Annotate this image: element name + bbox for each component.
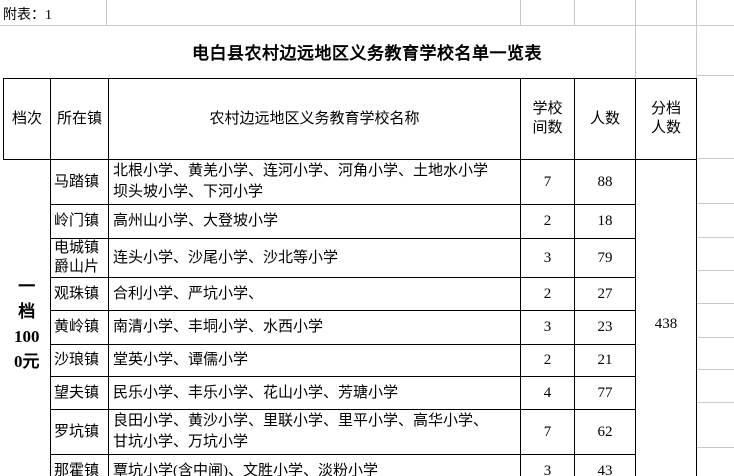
table-row: 观珠镇 合利小学、严坑小学、 2 27 bbox=[4, 277, 697, 311]
gridline bbox=[635, 0, 636, 76]
gridline bbox=[696, 369, 734, 370]
school-count-cell: 7 bbox=[520, 159, 575, 205]
town-cell: 观珠镇 bbox=[50, 277, 109, 311]
school-count-cell: 2 bbox=[520, 344, 575, 377]
header-school-count: 学校 间数 bbox=[520, 78, 575, 160]
schools-cell: 南清小学、丰垌小学、水西小学 bbox=[108, 310, 521, 345]
students-cell: 62 bbox=[574, 409, 636, 455]
school-count-cell: 3 bbox=[520, 454, 575, 476]
schools-cell: 民乐小学、丰乐小学、花山小学、芳瑭小学 bbox=[108, 376, 521, 410]
grade-group-cell: 一 档 100 0元 bbox=[3, 159, 51, 476]
header-grade: 档次 bbox=[3, 78, 51, 160]
gridline bbox=[696, 270, 734, 271]
gridline bbox=[696, 0, 697, 78]
town-cell: 黄岭镇 bbox=[50, 310, 109, 345]
school-count-cell: 4 bbox=[520, 376, 575, 410]
town-cell: 望夫镇 bbox=[50, 376, 109, 410]
table-row: 那霍镇 覃坑小学(含中闸)、文胜小学、淡粉小学 3 43 bbox=[4, 454, 697, 476]
header-town: 所在镇 bbox=[50, 78, 109, 160]
gridline bbox=[520, 0, 521, 25]
gridline bbox=[696, 402, 734, 403]
table-row: 黄岭镇 南清小学、丰垌小学、水西小学 3 23 bbox=[4, 310, 697, 345]
town-cell: 那霍镇 bbox=[50, 454, 109, 476]
gridline bbox=[696, 303, 734, 304]
students-cell: 21 bbox=[574, 344, 636, 377]
school-count-cell: 2 bbox=[520, 277, 575, 311]
header-tier-students: 分档 人数 bbox=[635, 78, 697, 160]
header-students: 人数 bbox=[574, 78, 636, 160]
town-cell: 罗坑镇 bbox=[50, 409, 109, 455]
gridline bbox=[696, 75, 734, 76]
town-cell: 电城镇 爵山片 bbox=[50, 238, 109, 278]
students-cell: 43 bbox=[574, 454, 636, 476]
schools-cell: 高州山小学、大登坡小学 bbox=[108, 204, 521, 239]
gridline bbox=[696, 237, 734, 238]
school-count-cell: 2 bbox=[520, 204, 575, 239]
gridline bbox=[574, 0, 575, 25]
header-schools: 农村边远地区义务教育学校名称 bbox=[108, 78, 521, 160]
table-row: 望夫镇 民乐小学、丰乐小学、花山小学、芳瑭小学 4 77 bbox=[4, 376, 697, 410]
gridline bbox=[696, 337, 734, 338]
schools-table: 档次 所在镇 农村边远地区义务教育学校名称 学校 间数 人数 分档 人数 一 档… bbox=[3, 78, 697, 476]
schools-cell: 良田小学、黄沙小学、里联小学、里平小学、高华小学、 甘坑小学、万坑小学 bbox=[108, 409, 521, 455]
schools-cell: 合利小学、严坑小学、 bbox=[108, 277, 521, 311]
school-count-cell: 3 bbox=[520, 238, 575, 278]
table-header-row: 档次 所在镇 农村边远地区义务教育学校名称 学校 间数 人数 分档 人数 bbox=[3, 78, 697, 160]
gridline bbox=[696, 203, 734, 204]
students-cell: 77 bbox=[574, 376, 636, 410]
students-cell: 79 bbox=[574, 238, 636, 278]
schools-cell: 覃坑小学(含中闸)、文胜小学、淡粉小学 bbox=[108, 454, 521, 476]
school-count-cell: 7 bbox=[520, 409, 575, 455]
table-row: 罗坑镇 良田小学、黄沙小学、里联小学、里平小学、高华小学、 甘坑小学、万坑小学 … bbox=[4, 409, 697, 455]
students-cell: 27 bbox=[574, 277, 636, 311]
table-row: 电城镇 爵山片 连头小学、沙尾小学、沙北等小学 3 79 bbox=[4, 238, 697, 278]
town-cell: 沙琅镇 bbox=[50, 344, 109, 377]
table-row: 沙琅镇 堂英小学、谭儒小学 2 21 bbox=[4, 344, 697, 377]
schools-cell: 堂英小学、谭儒小学 bbox=[108, 344, 521, 377]
page-title: 电白县农村边远地区义务教育学校名单一览表 bbox=[192, 44, 542, 63]
schools-cell: 连头小学、沙尾小学、沙北等小学 bbox=[108, 238, 521, 278]
schools-cell: 北根小学、黄羌小学、连河小学、河角小学、土地水小学 坝头坡小学、下河小学 bbox=[108, 159, 521, 205]
gridline bbox=[0, 25, 734, 26]
gridline bbox=[696, 158, 734, 159]
table-row: 岭门镇 高州山小学、大登坡小学 2 18 bbox=[4, 204, 697, 239]
school-count-cell: 3 bbox=[520, 310, 575, 345]
attachment-note: 附表：1 bbox=[3, 8, 52, 23]
students-cell: 88 bbox=[574, 159, 636, 205]
students-cell: 23 bbox=[574, 310, 636, 345]
table-row: 一 档 100 0元 马踏镇 北根小学、黄羌小学、连河小学、河角小学、土地水小学… bbox=[3, 159, 697, 476]
town-cell: 岭门镇 bbox=[50, 204, 109, 239]
students-cell: 18 bbox=[574, 204, 636, 239]
town-cell: 马踏镇 bbox=[50, 159, 109, 205]
tier-total-cell: 438 bbox=[635, 159, 697, 476]
gridline bbox=[106, 0, 107, 25]
gridline bbox=[696, 447, 734, 448]
